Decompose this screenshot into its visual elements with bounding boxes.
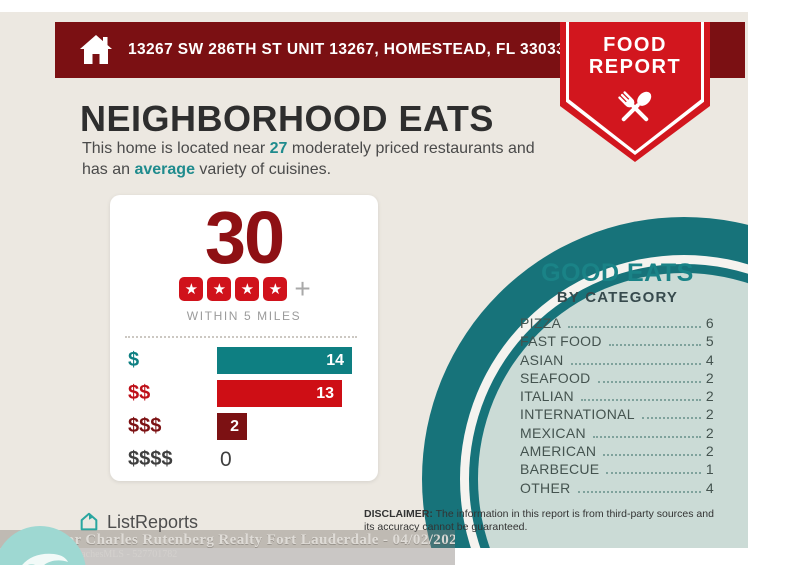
star-icon: ★: [207, 277, 232, 301]
good-eats-subtitle: BY CATEGORY: [556, 289, 679, 306]
home-icon: [80, 35, 112, 64]
category-row: ASIAN 4: [520, 352, 714, 370]
plus-sign: +: [294, 273, 311, 304]
category-value: 2: [705, 424, 714, 441]
dotted-leader: [608, 344, 701, 347]
category-value: 5: [705, 333, 714, 350]
star-icon: ★: [263, 277, 288, 301]
stats-card: 30 ★ ★ ★ ★ + WITHIN 5 MILES $ 14 $$ 13: [110, 195, 378, 481]
price-tier-label: $$: [128, 382, 151, 404]
price-bar: 13: [217, 380, 342, 407]
price-bar: 2: [217, 413, 247, 440]
category-list: PIZZA 6 FAST FOOD 5 ASIAN 4 SEAFOOD 2 ITALIA…: [520, 315, 714, 498]
property-address: 13267 SW 286TH ST UNIT 13267, HOMESTEAD,…: [128, 41, 566, 58]
category-value: 4: [705, 479, 714, 496]
watermark-bar: For Charles Rutenberg Realty Fort Lauder…: [0, 530, 455, 565]
dotted-leader: [580, 399, 701, 402]
food-report-badge: FOOD REPORT: [560, 22, 710, 162]
price-bar: 14: [217, 347, 352, 374]
price-tier-chart: $ 14 $$ 13 $$$ 2: [110, 344, 378, 476]
category-label: AMERICAN: [520, 443, 597, 460]
category-label: MEXICAN: [520, 424, 586, 441]
category-row: INTERNATIONAL 2: [520, 406, 714, 424]
category-label: INTERNATIONAL: [520, 406, 635, 423]
category-row: ITALIAN 2: [520, 388, 714, 406]
star-icon: ★: [179, 277, 204, 301]
variety-highlight: average: [134, 161, 195, 178]
star-icon: ★: [235, 277, 260, 301]
disclaimer-body: The information in this report is from t…: [364, 508, 714, 533]
intro-text: This home is located near 27 moderately …: [82, 138, 572, 180]
intro-text-part: This home is located near: [82, 140, 270, 157]
dotted-leader: [603, 454, 701, 457]
price-row: $$$ 2: [110, 410, 378, 443]
restaurant-count: 30: [204, 196, 285, 279]
price-tier-label: $$$$: [128, 448, 173, 470]
category-row: OTHER 4: [520, 480, 714, 498]
watermark-line2: © BeachesMLS - 527701782: [60, 549, 178, 560]
intro-text-part: has an: [82, 161, 135, 178]
category-label: ITALIAN: [520, 388, 574, 405]
category-value: 2: [705, 369, 714, 386]
radius-label: WITHIN 5 MILES: [186, 309, 302, 323]
intro-text-part: variety of cuisines.: [194, 161, 332, 178]
price-tier-label: $: [128, 349, 140, 371]
page-title: NEIGHBORHOOD EATS: [80, 98, 494, 139]
category-value: 4: [705, 351, 714, 368]
star-rating: ★ ★ ★ ★: [177, 277, 289, 301]
category-label: OTHER: [520, 479, 571, 496]
category-row: SEAFOOD 2: [520, 370, 714, 388]
badge-title-line1: FOOD: [603, 34, 667, 56]
category-value: 2: [705, 443, 714, 460]
category-row: AMERICAN 2: [520, 443, 714, 461]
category-value: 2: [705, 388, 714, 405]
category-label: FAST FOOD: [520, 333, 602, 350]
price-bar-value: 13: [316, 384, 334, 402]
category-row: MEXICAN 2: [520, 425, 714, 443]
watermark-line1: For Charles Rutenberg Realty Fort Lauder…: [57, 532, 455, 548]
intro-text-part: moderately priced restaurants and: [287, 140, 535, 157]
restaurant-count-highlight: 27: [269, 140, 288, 157]
report-canvas: 13267 SW 286TH ST UNIT 13267, HOMESTEAD,…: [0, 12, 748, 548]
listreports-logo: ListReports: [78, 511, 198, 533]
disclaimer-label: DISCLAIMER:: [364, 508, 433, 520]
price-tier-label: $$$: [128, 415, 162, 437]
price-row: $$ 13: [110, 377, 378, 410]
dotted-leader: [641, 417, 701, 420]
disclaimer-text: DISCLAIMER: The information in this repo…: [364, 508, 726, 533]
listreports-wordmark: ListReports: [107, 511, 199, 532]
dotted-leader: [592, 435, 701, 438]
price-bar: 0: [217, 446, 247, 473]
category-label: PIZZA: [520, 315, 562, 331]
dotted-leader: [570, 362, 701, 365]
category-value: 1: [705, 461, 714, 478]
category-value: 6: [705, 315, 714, 331]
dotted-leader: [606, 472, 701, 475]
price-row: $ 14: [110, 344, 378, 377]
category-value: 2: [705, 406, 714, 423]
spoon-fork-icon: [618, 91, 652, 122]
listreports-house-icon: [80, 512, 98, 531]
category-row: BARBECUE 1: [520, 461, 714, 479]
price-row: $$$$ 0: [110, 443, 378, 476]
dotted-leader: [577, 490, 701, 493]
good-eats-title: GOOD EATS: [541, 259, 694, 287]
category-row: FAST FOOD 5: [520, 333, 714, 351]
price-bar-value: 14: [326, 351, 344, 369]
category-label: ASIAN: [520, 351, 564, 368]
price-bar-value: 2: [230, 417, 239, 435]
category-row: PIZZA 6: [520, 315, 714, 333]
category-label: SEAFOOD: [520, 369, 591, 386]
price-bar-value: 0: [220, 447, 232, 471]
dotted-leader: [597, 380, 701, 383]
category-label: BARBECUE: [520, 461, 600, 478]
dotted-leader: [568, 326, 701, 328]
badge-title-line2: REPORT: [588, 56, 682, 78]
dotted-divider: [125, 336, 357, 338]
